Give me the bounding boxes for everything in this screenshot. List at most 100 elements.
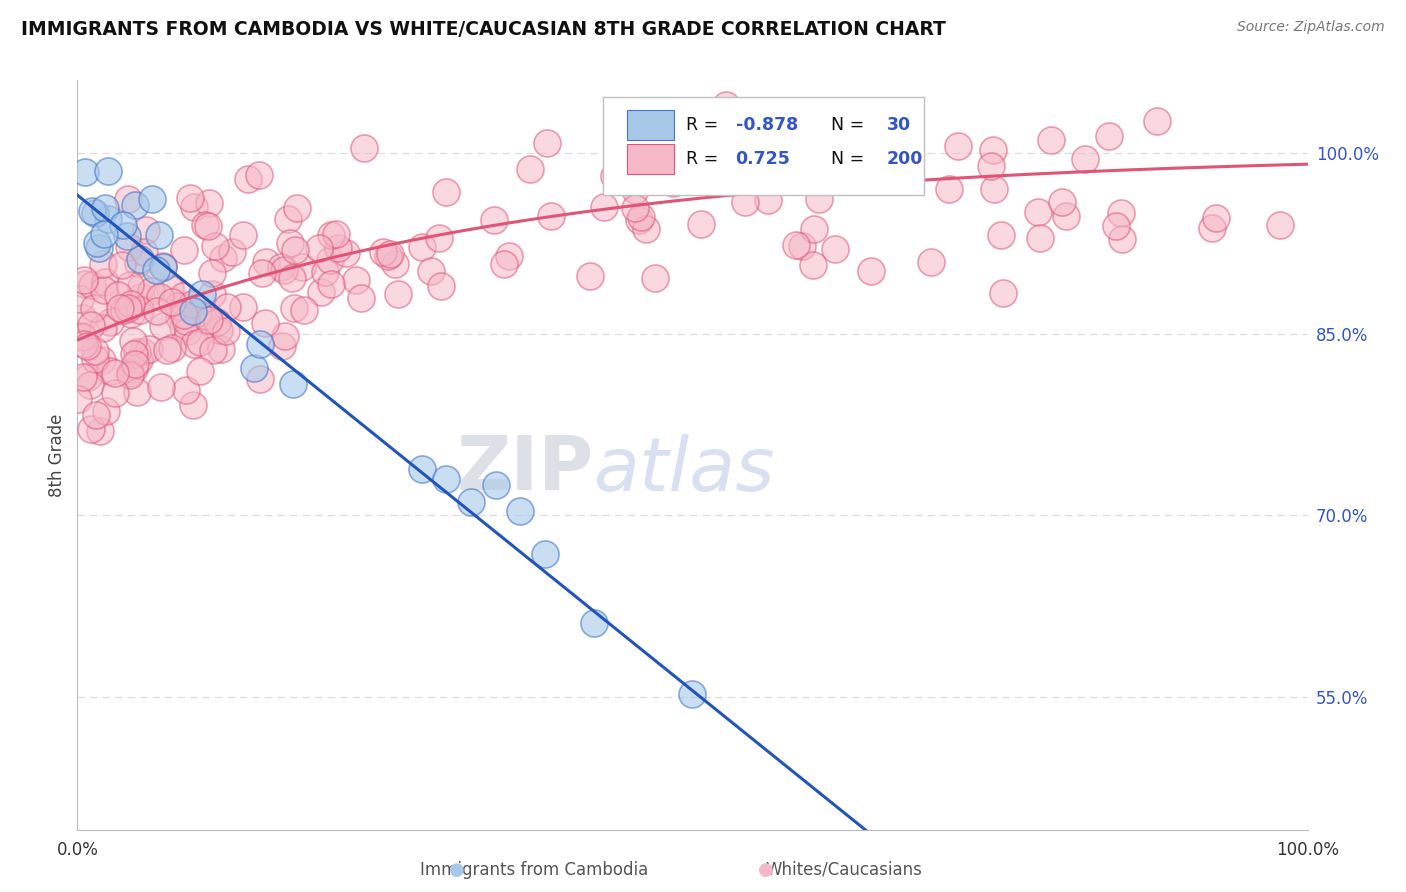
Point: [93, 283, 115, 297]
Point: [181, 304, 204, 318]
Point: [183, 337, 205, 351]
Point: [253, 317, 276, 331]
Text: atlas: atlas: [595, 434, 776, 506]
Point: [278, 236, 301, 251]
Point: [623, 201, 645, 215]
Point: [492, 257, 515, 271]
Point: [761, 151, 783, 165]
Point: [129, 279, 152, 293]
Point: [273, 263, 295, 277]
Point: [159, 283, 181, 297]
Point: [146, 304, 169, 318]
Point: [152, 260, 174, 274]
Point: [135, 223, 157, 237]
Text: Whites/Caucasians: Whites/Caucasians: [765, 861, 922, 879]
Point: [644, 271, 666, 285]
Point: [314, 265, 336, 279]
Point: [209, 342, 232, 356]
Point: [190, 364, 212, 378]
Point: [79, 378, 101, 392]
Point: [662, 176, 685, 190]
Point: [72, 370, 94, 384]
Point: [270, 339, 292, 353]
Point: [84, 408, 107, 422]
Point: [1201, 221, 1223, 235]
Point: [254, 255, 277, 269]
Point: [69, 292, 91, 306]
Point: [308, 241, 330, 255]
Point: [76, 339, 98, 353]
Point: [122, 347, 145, 361]
Point: [1111, 232, 1133, 246]
Point: [607, 168, 630, 182]
Point: [873, 153, 896, 168]
Point: [983, 181, 1005, 195]
Text: 200: 200: [887, 150, 924, 168]
Point: [344, 272, 367, 286]
Point: [519, 161, 541, 176]
Point: [177, 324, 200, 338]
Bar: [627, 111, 673, 140]
Point: [509, 503, 531, 517]
Bar: [627, 144, 673, 174]
Point: [534, 547, 557, 561]
Point: [138, 342, 160, 356]
Point: [187, 306, 209, 320]
Text: 30: 30: [887, 116, 911, 134]
Point: [859, 264, 882, 278]
Point: [270, 260, 292, 275]
Point: [623, 183, 645, 197]
Point: [208, 323, 231, 337]
Point: [124, 198, 146, 212]
Point: [247, 168, 270, 182]
Point: [430, 278, 453, 293]
Point: [195, 310, 218, 324]
Point: [174, 314, 197, 328]
Point: [84, 351, 107, 366]
Point: [173, 308, 195, 322]
Point: [201, 287, 224, 301]
Text: ●: ●: [449, 861, 465, 879]
Point: [73, 277, 96, 291]
Point: [734, 195, 756, 210]
Point: [277, 212, 299, 227]
Point: [281, 271, 304, 285]
Point: [117, 192, 139, 206]
Text: IMMIGRANTS FROM CAMBODIA VS WHITE/CAUCASIAN 8TH GRADE CORRELATION CHART: IMMIGRANTS FROM CAMBODIA VS WHITE/CAUCAS…: [21, 20, 946, 38]
Point: [384, 257, 406, 271]
Point: [380, 247, 402, 261]
Point: [83, 301, 105, 315]
Point: [682, 687, 704, 701]
Point: [309, 285, 332, 299]
Point: [181, 398, 204, 412]
Point: [72, 330, 94, 344]
Point: [1105, 219, 1128, 234]
Point: [427, 230, 450, 244]
Point: [84, 206, 107, 220]
Point: [117, 301, 139, 315]
Point: [80, 278, 103, 293]
Point: [593, 201, 616, 215]
Point: [283, 377, 305, 392]
Point: [714, 97, 737, 112]
Point: [118, 278, 141, 293]
Point: [94, 201, 117, 215]
Point: [991, 285, 1014, 300]
Point: [204, 239, 226, 253]
Point: [319, 252, 342, 267]
Point: [80, 318, 103, 332]
Point: [321, 277, 343, 291]
Point: [211, 252, 233, 266]
Point: [108, 301, 131, 315]
Text: ZIP: ZIP: [457, 434, 595, 507]
Point: [197, 219, 219, 234]
Point: [174, 383, 197, 397]
Point: [117, 228, 139, 243]
Point: [104, 386, 127, 401]
Point: [482, 213, 505, 227]
Point: [70, 329, 93, 343]
Point: [93, 321, 115, 335]
Point: [66, 392, 89, 406]
Point: [172, 289, 194, 303]
Text: Source: ZipAtlas.com: Source: ZipAtlas.com: [1237, 20, 1385, 34]
